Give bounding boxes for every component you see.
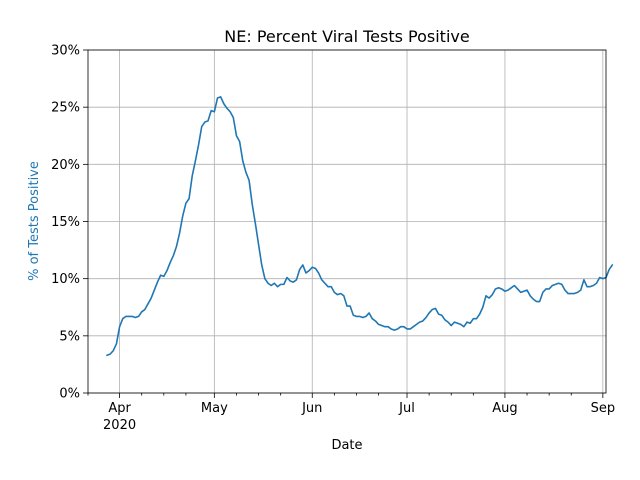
x-tick-label: Apr — [108, 401, 131, 416]
y-tick-label: 15% — [51, 215, 80, 230]
x-axis-label: Date — [331, 438, 362, 453]
y-tick-label: 25% — [51, 101, 80, 116]
series-layer — [106, 96, 614, 357]
x-tick-label: May — [201, 401, 228, 416]
x-tick-label: Aug — [492, 401, 517, 416]
x-tick-label: Jun — [301, 401, 322, 416]
x-tick-label: Sep — [591, 401, 616, 416]
x-tick-year-label: 2020 — [103, 418, 136, 433]
y-tick-label: 10% — [51, 272, 80, 287]
y-axis-label: % of Tests Positive — [27, 161, 42, 281]
x-tick-label: Jul — [398, 401, 415, 416]
y-tick-label: 0% — [59, 387, 80, 402]
y-axis-ticks: 0% 5% 10% 15% 20% 25% 30% — [51, 44, 88, 402]
x-axis-ticks: Apr 2020 May Jun Jul Aug Sep — [87, 393, 616, 433]
chart-title: NE: Percent Viral Tests Positive — [224, 27, 469, 46]
grid — [88, 49, 606, 394]
y-tick-label: 20% — [51, 158, 80, 173]
series-line — [106, 96, 614, 357]
y-tick-label: 5% — [59, 329, 80, 344]
y-tick-label: 30% — [51, 44, 80, 59]
